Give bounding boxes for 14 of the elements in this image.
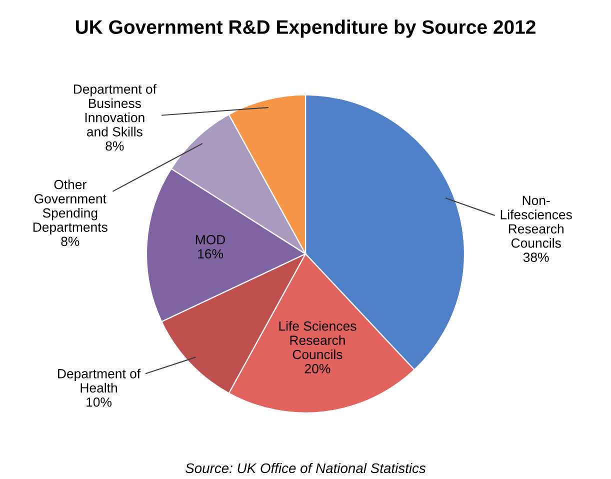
- data-label: 38%: [523, 252, 549, 262]
- data-label: 16%: [198, 249, 224, 259]
- source-note: Source: UK Office of National Statistics: [185, 462, 426, 474]
- slice-label: MOD: [196, 234, 226, 244]
- slice-label: Other Government Spending Departments: [33, 180, 108, 234]
- chart-title: UK Government R&D Expenditure by Source 2012: [76, 20, 536, 38]
- slice-label: Life Sciences Research Councils: [279, 321, 356, 360]
- slice-label: Department of Business Innovation and Skills: [74, 84, 156, 136]
- data-label: 20%: [304, 364, 330, 374]
- data-label: 8%: [61, 236, 80, 246]
- data-label: 8%: [106, 141, 124, 151]
- slice-label: Department of Health: [58, 368, 141, 393]
- slice-label: Non-Lifesciences Research Councils: [500, 196, 572, 248]
- data-label: 10%: [86, 397, 112, 407]
